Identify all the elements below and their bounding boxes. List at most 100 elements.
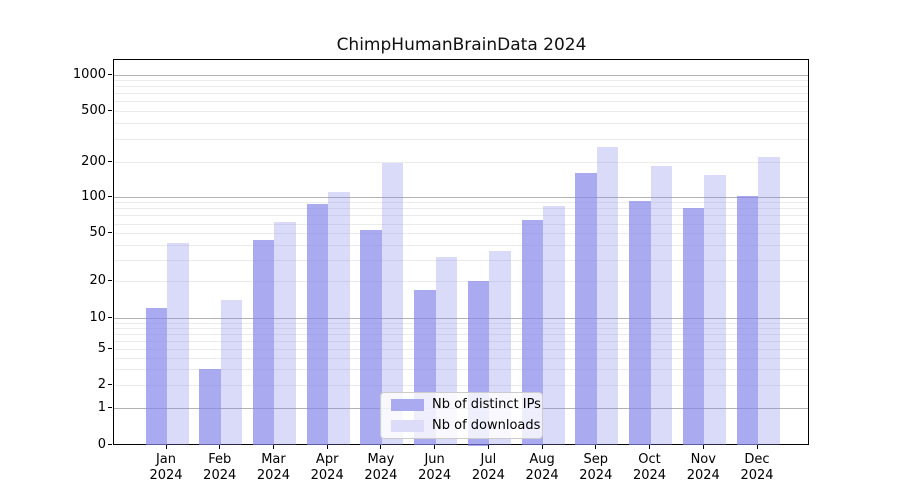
x-tick-label-jun: Jun 2024 [418, 452, 452, 483]
x-tick-label-dec: Dec 2024 [740, 452, 774, 483]
y-tick-mark [108, 73, 112, 75]
x-tick-mark [702, 445, 704, 449]
major-gridline [114, 74, 808, 76]
major-gridline [114, 196, 808, 198]
y-tick-mark [108, 316, 112, 318]
minor-gridline [114, 208, 808, 210]
minor-gridline [114, 122, 808, 124]
y-tick-label: 2 [97, 376, 106, 392]
x-tick-mark [219, 445, 221, 449]
bar-ips-nov [682, 208, 705, 446]
y-tick-label: 50 [89, 225, 106, 241]
bar-ips-oct [629, 201, 651, 446]
x-tick-label-feb: Feb 2024 [203, 452, 237, 483]
bar-downloads-oct [650, 165, 673, 446]
bar-ips-feb [199, 369, 221, 446]
minor-gridline [114, 215, 808, 217]
minor-gridline [114, 86, 808, 88]
bar-downloads-dec [758, 156, 780, 446]
x-tick-mark [380, 445, 382, 449]
minor-gridline [114, 101, 808, 103]
minor-gridline [114, 233, 808, 235]
y-tick-label: 20 [89, 272, 106, 288]
minor-gridline [114, 223, 808, 225]
x-tick-label-jul: Jul 2024 [471, 452, 505, 483]
bar-ips-sep [575, 172, 597, 446]
x-tick-mark [541, 445, 543, 449]
x-tick-mark [272, 445, 274, 449]
x-tick-label-apr: Apr 2024 [310, 452, 344, 483]
y-tick-label: 500 [81, 102, 106, 118]
bar-downloads-mar [274, 222, 296, 446]
minor-gridline [114, 340, 808, 342]
minor-gridline [114, 322, 808, 324]
bar-downloads-sep [596, 147, 619, 446]
y-tick-label: 100 [81, 188, 106, 204]
y-tick-label: 0 [97, 436, 106, 452]
bar-ips-apr [306, 203, 329, 446]
x-tick-label-nov: Nov 2024 [686, 452, 720, 483]
y-tick-mark [108, 279, 112, 281]
x-tick-mark [165, 445, 167, 449]
bar-downloads-jan [167, 242, 189, 446]
bar-ips-mar [252, 240, 275, 446]
y-tick-label: 5 [97, 340, 106, 356]
y-tick-label: 200 [81, 153, 106, 169]
bar-downloads-nov [704, 174, 726, 446]
minor-gridline [114, 202, 808, 204]
bar-downloads-aug [543, 206, 565, 446]
legend-entry: Nb of distinct IPs [391, 395, 542, 414]
x-tick-mark [756, 445, 758, 449]
minor-gridline [114, 138, 808, 140]
y-tick-mark [108, 109, 112, 111]
y-tick-mark [108, 232, 112, 234]
bar-ips-dec [736, 196, 758, 446]
y-tick-label: 1000 [72, 66, 106, 82]
bar-ips-jan [145, 308, 167, 446]
minor-gridline [114, 357, 808, 359]
legend-label: Nb of downloads [432, 418, 541, 433]
y-tick-mark [108, 347, 112, 349]
chart-title: ChimpHumanBrainData 2024 [336, 35, 587, 55]
major-gridline [114, 317, 808, 319]
bar-downloads-may [381, 163, 404, 446]
minor-gridline [114, 280, 808, 282]
x-tick-label-jan: Jan 2024 [149, 452, 183, 483]
downloads-legend-swatch [391, 419, 424, 432]
minor-gridline [114, 161, 808, 163]
minor-gridline [114, 80, 808, 82]
x-tick-label-may: May 2024 [364, 452, 398, 483]
x-tick-label-sep: Sep 2024 [579, 452, 613, 483]
x-tick-mark [649, 445, 651, 449]
minor-gridline [114, 368, 808, 370]
ips-legend-swatch [391, 398, 424, 411]
bar-ips-may [360, 229, 382, 446]
plot-area [113, 58, 809, 446]
y-tick-label: 1 [97, 400, 106, 416]
legend-entry: Nb of downloads [391, 416, 542, 435]
x-tick-mark [326, 445, 328, 449]
y-tick-mark [108, 443, 112, 445]
y-tick-mark [108, 160, 112, 162]
x-tick-mark [434, 445, 436, 449]
x-tick-mark [595, 445, 597, 449]
y-tick-mark [108, 195, 112, 197]
x-tick-mark [487, 445, 489, 449]
y-tick-mark [108, 407, 112, 409]
y-tick-label: 10 [89, 309, 106, 325]
y-tick-mark [108, 383, 112, 385]
minor-gridline [114, 93, 808, 95]
bar-ips-aug [521, 219, 544, 446]
x-tick-label-mar: Mar 2024 [256, 452, 290, 483]
x-tick-label-aug: Aug 2024 [525, 452, 559, 483]
legend-label: Nb of distinct IPs [432, 397, 541, 412]
legend: Nb of distinct IPs Nb of downloads [380, 391, 543, 439]
minor-gridline [114, 110, 808, 112]
minor-gridline [114, 348, 808, 350]
bar-downloads-apr [328, 192, 350, 446]
minor-gridline [114, 259, 808, 261]
x-tick-label-oct: Oct 2024 [632, 452, 667, 483]
minor-gridline [114, 327, 808, 329]
minor-gridline [114, 244, 808, 246]
